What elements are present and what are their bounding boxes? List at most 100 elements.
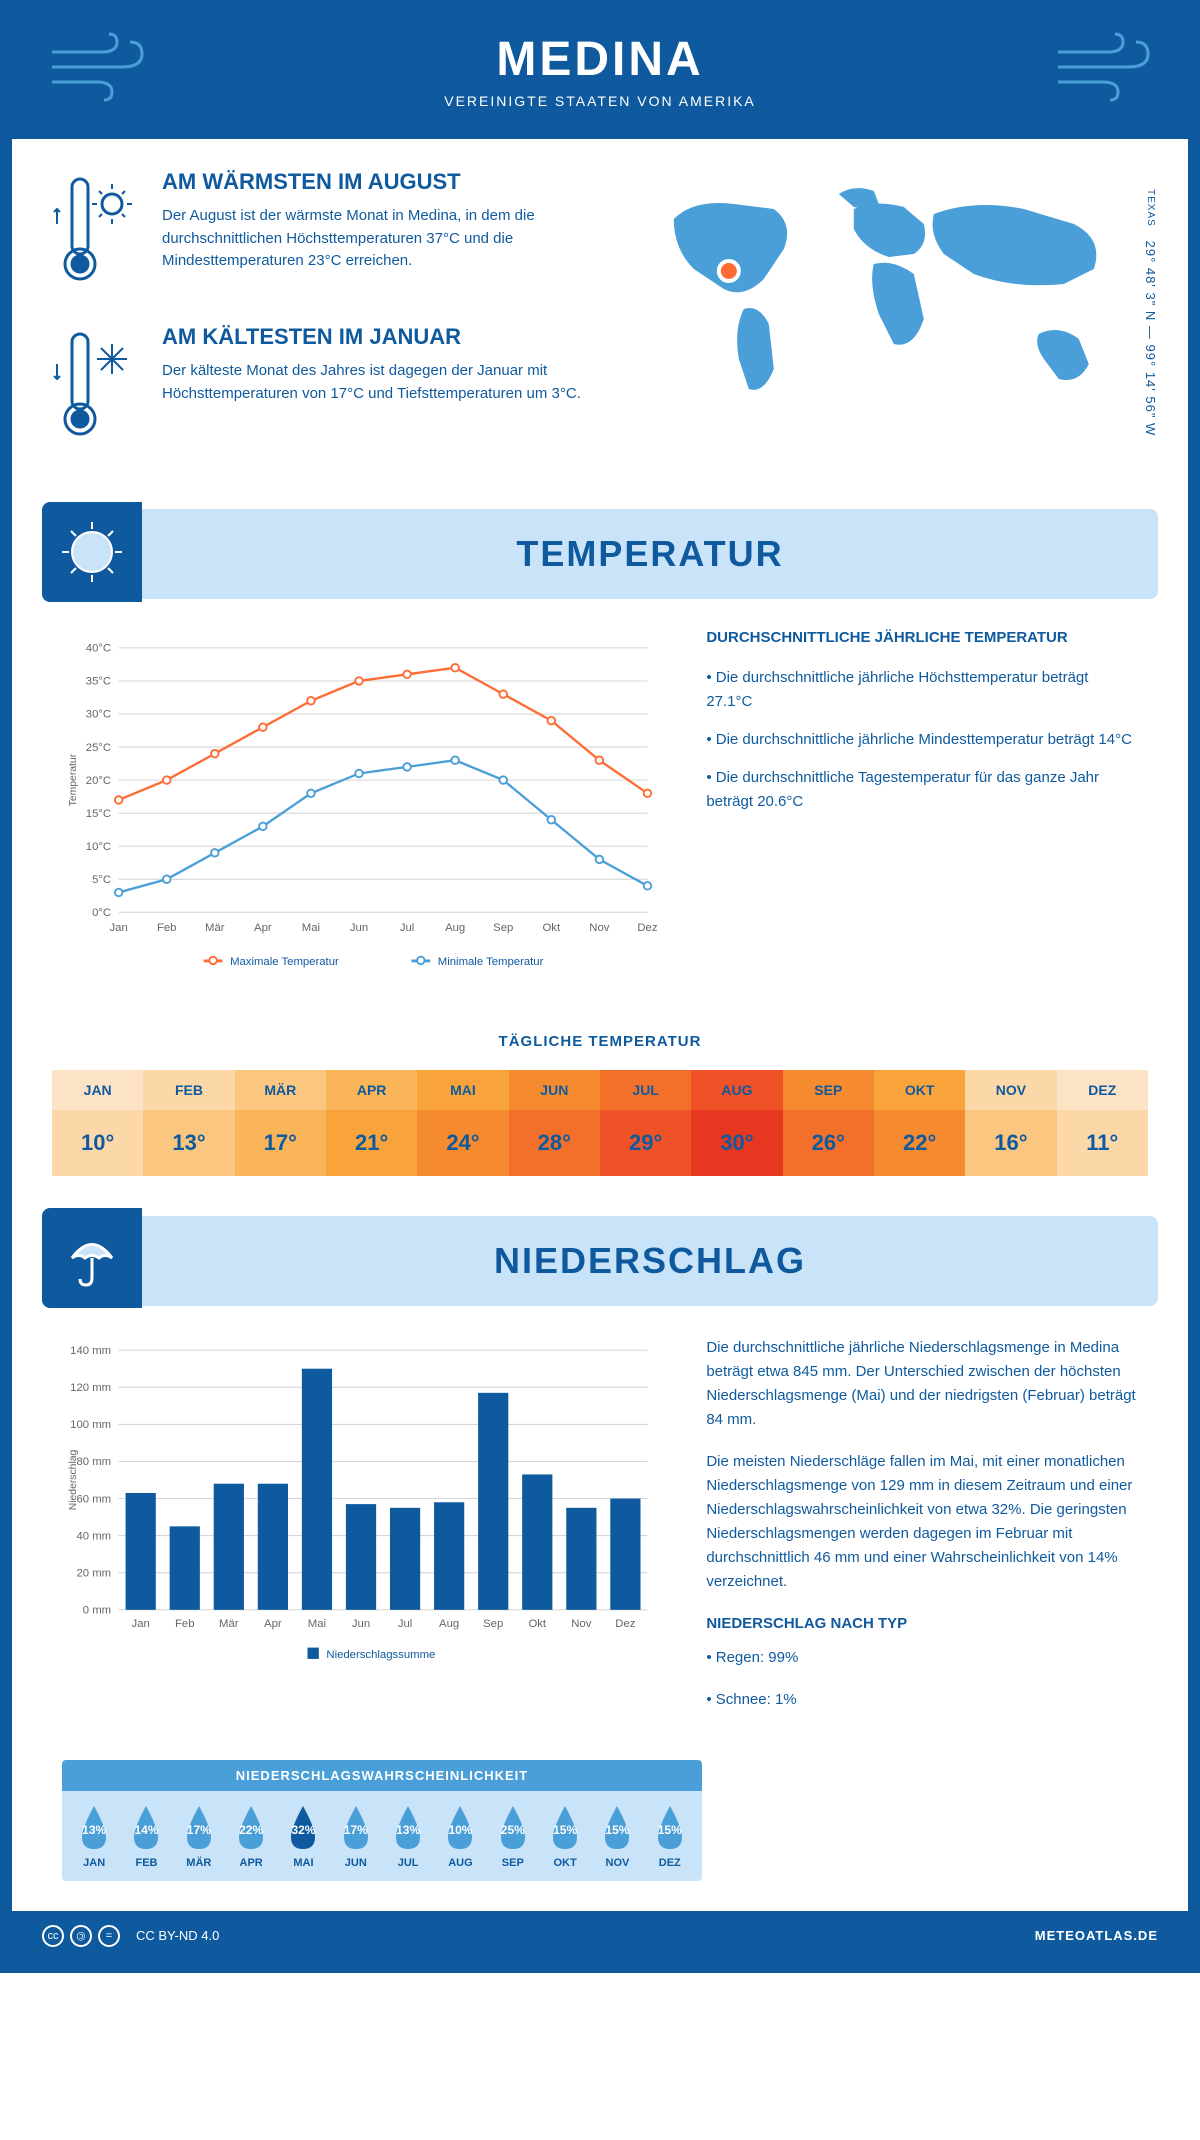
world-map bbox=[640, 169, 1148, 429]
warmest-title: AM WÄRMSTEN IM AUGUST bbox=[162, 169, 610, 195]
daily-cell: SEP26° bbox=[783, 1070, 874, 1176]
svg-text:Sep: Sep bbox=[493, 922, 513, 934]
temp-info-p3: • Die durchschnittliche Tagestemperatur … bbox=[706, 766, 1138, 814]
precipitation-bar-chart: 0 mm20 mm40 mm60 mm80 mm100 mm120 mm140 … bbox=[62, 1336, 666, 1730]
drop-cell: 13% JUL bbox=[382, 1803, 434, 1869]
thermometer-hot-icon bbox=[52, 169, 142, 294]
svg-text:Jan: Jan bbox=[110, 922, 128, 934]
svg-text:40 mm: 40 mm bbox=[76, 1530, 111, 1542]
wind-icon bbox=[1048, 32, 1158, 107]
license-text: CC BY-ND 4.0 bbox=[136, 1928, 219, 1943]
daily-cell: DEZ11° bbox=[1057, 1070, 1148, 1176]
prob-title: NIEDERSCHLAGSWAHRSCHEINLICHKEIT bbox=[62, 1760, 702, 1791]
svg-text:Okt: Okt bbox=[542, 922, 560, 934]
drop-cell: 17% JUN bbox=[330, 1803, 382, 1869]
precip-p1: Die durchschnittliche jährliche Niedersc… bbox=[706, 1336, 1138, 1432]
svg-text:Mai: Mai bbox=[302, 922, 320, 934]
svg-text:15°C: 15°C bbox=[86, 808, 111, 820]
temperature-line-chart: 0°C5°C10°C15°C20°C25°C30°C35°C40°CJanFeb… bbox=[62, 629, 666, 993]
drop-cell: 15% OKT bbox=[539, 1803, 591, 1869]
precip-type2: • Schnee: 1% bbox=[706, 1688, 1138, 1712]
svg-text:Aug: Aug bbox=[445, 922, 465, 934]
drop-cell: 10% AUG bbox=[434, 1803, 486, 1869]
svg-text:Jul: Jul bbox=[398, 1618, 412, 1630]
site-name: METEOATLAS.DE bbox=[1035, 1928, 1158, 1943]
temp-info-p1: • Die durchschnittliche jährliche Höchst… bbox=[706, 666, 1138, 714]
svg-text:Minimale Temperatur: Minimale Temperatur bbox=[438, 956, 544, 968]
daily-cell: AUG30° bbox=[691, 1070, 782, 1176]
wind-icon bbox=[42, 32, 152, 107]
daily-cell: JUL29° bbox=[600, 1070, 691, 1176]
temp-info-p2: • Die durchschnittliche jährliche Mindes… bbox=[706, 728, 1138, 752]
cc-by-icon: 🄯 bbox=[70, 1925, 92, 1947]
daily-cell: APR21° bbox=[326, 1070, 417, 1176]
svg-text:Niederschlag: Niederschlag bbox=[68, 1449, 79, 1510]
svg-text:20 mm: 20 mm bbox=[76, 1567, 111, 1579]
svg-text:Apr: Apr bbox=[264, 1618, 282, 1630]
svg-text:Feb: Feb bbox=[157, 922, 177, 934]
coordinates: TEXAS 29° 48' 3" N — 99° 14' 56" W bbox=[1143, 189, 1158, 436]
drop-cell: 17% MÄR bbox=[173, 1803, 225, 1869]
umbrella-icon bbox=[42, 1208, 142, 1308]
svg-text:Niederschlagssumme: Niederschlagssumme bbox=[326, 1649, 435, 1661]
daily-cell: JUN28° bbox=[509, 1070, 600, 1176]
svg-text:Dez: Dez bbox=[637, 922, 657, 934]
coldest-text: Der kälteste Monat des Jahres ist dagege… bbox=[162, 360, 610, 405]
svg-text:Jan: Jan bbox=[132, 1618, 150, 1630]
svg-text:Okt: Okt bbox=[528, 1618, 546, 1630]
svg-text:Mai: Mai bbox=[308, 1618, 326, 1630]
precip-type-heading: NIEDERSCHLAG NACH TYP bbox=[706, 1612, 1138, 1636]
svg-text:Nov: Nov bbox=[589, 922, 609, 934]
warmest-text: Der August ist der wärmste Monat in Medi… bbox=[162, 205, 610, 273]
daily-cell: NOV16° bbox=[965, 1070, 1056, 1176]
warmest-block: AM WÄRMSTEN IM AUGUST Der August ist der… bbox=[52, 169, 610, 294]
svg-text:Feb: Feb bbox=[175, 1618, 195, 1630]
svg-text:Dez: Dez bbox=[615, 1618, 635, 1630]
svg-text:10°C: 10°C bbox=[86, 841, 111, 853]
temperature-title: TEMPERATUR bbox=[142, 533, 1158, 575]
drop-cell: 22% APR bbox=[225, 1803, 277, 1869]
svg-text:Mär: Mär bbox=[205, 922, 225, 934]
temperature-section-header: TEMPERATUR bbox=[42, 509, 1158, 599]
daily-cell: MAI24° bbox=[417, 1070, 508, 1176]
precipitation-section-header: NIEDERSCHLAG bbox=[42, 1216, 1158, 1306]
svg-text:140 mm: 140 mm bbox=[70, 1345, 111, 1357]
svg-text:Maximale Temperatur: Maximale Temperatur bbox=[230, 956, 339, 968]
precipitation-probability: NIEDERSCHLAGSWAHRSCHEINLICHKEIT 13% JAN … bbox=[62, 1760, 702, 1881]
precip-type1: • Regen: 99% bbox=[706, 1646, 1138, 1670]
header: MEDINA VEREINIGTE STAATEN VON AMERIKA bbox=[12, 12, 1188, 139]
svg-text:Jul: Jul bbox=[400, 922, 414, 934]
svg-text:Jun: Jun bbox=[350, 922, 368, 934]
page-title: MEDINA bbox=[12, 32, 1188, 87]
thermometer-cold-icon bbox=[52, 324, 142, 449]
svg-text:Temperatur: Temperatur bbox=[68, 753, 79, 806]
svg-text:40°C: 40°C bbox=[86, 643, 111, 655]
daily-cell: MÄR17° bbox=[235, 1070, 326, 1176]
svg-text:Jun: Jun bbox=[352, 1618, 370, 1630]
drop-cell: 13% JAN bbox=[68, 1803, 120, 1869]
svg-text:60 mm: 60 mm bbox=[76, 1493, 111, 1505]
svg-text:30°C: 30°C bbox=[86, 709, 111, 721]
page-subtitle: VEREINIGTE STAATEN VON AMERIKA bbox=[12, 93, 1188, 109]
drop-cell: 32% MAI bbox=[277, 1803, 329, 1869]
svg-text:Nov: Nov bbox=[571, 1618, 591, 1630]
svg-text:20°C: 20°C bbox=[86, 775, 111, 787]
svg-text:Apr: Apr bbox=[254, 922, 272, 934]
svg-text:Sep: Sep bbox=[483, 1618, 503, 1630]
drop-cell: 14% FEB bbox=[120, 1803, 172, 1869]
coldest-block: AM KÄLTESTEN IM JANUAR Der kälteste Mona… bbox=[52, 324, 610, 449]
svg-text:80 mm: 80 mm bbox=[76, 1456, 111, 1468]
daily-temp-table: JAN10°FEB13°MÄR17°APR21°MAI24°JUN28°JUL2… bbox=[52, 1070, 1148, 1176]
daily-cell: FEB13° bbox=[143, 1070, 234, 1176]
drop-cell: 15% DEZ bbox=[644, 1803, 696, 1869]
svg-text:Aug: Aug bbox=[439, 1618, 459, 1630]
drop-cell: 15% NOV bbox=[591, 1803, 643, 1869]
cc-icon: cc bbox=[42, 1925, 64, 1947]
svg-text:35°C: 35°C bbox=[86, 676, 111, 688]
sun-icon bbox=[42, 502, 142, 602]
footer: cc 🄯 = CC BY-ND 4.0 METEOATLAS.DE bbox=[12, 1911, 1188, 1961]
daily-cell: JAN10° bbox=[52, 1070, 143, 1176]
svg-text:120 mm: 120 mm bbox=[70, 1382, 111, 1394]
daily-temp-title: TÄGLICHE TEMPERATUR bbox=[12, 1023, 1188, 1070]
svg-text:0 mm: 0 mm bbox=[83, 1604, 111, 1616]
